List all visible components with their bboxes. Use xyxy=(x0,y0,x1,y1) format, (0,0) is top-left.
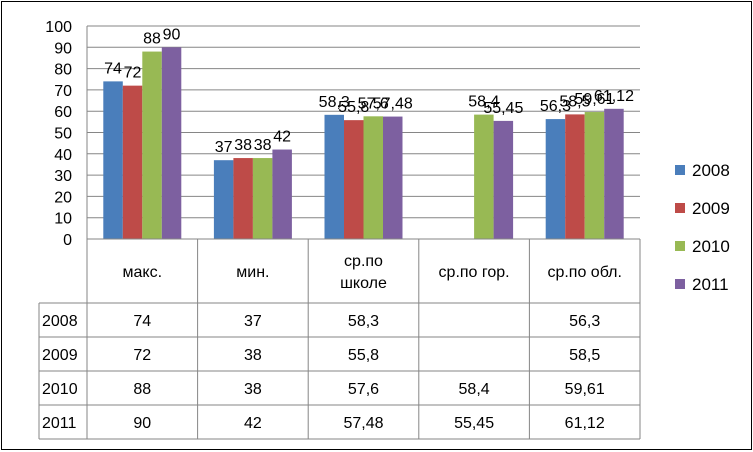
table-cell: 38 xyxy=(244,381,262,398)
table-cell: 57,48 xyxy=(343,415,383,432)
table-row-header: 2009 xyxy=(42,347,78,364)
table-cell: 42 xyxy=(244,415,262,432)
data-label: 58,5 xyxy=(559,93,590,110)
bar-2010 xyxy=(474,114,494,239)
data-label: 74 xyxy=(104,60,122,77)
table-row-header: 2010 xyxy=(42,381,78,398)
bar-2011 xyxy=(604,108,624,240)
data-label: 58,4 xyxy=(468,94,499,111)
data-label: 37 xyxy=(215,139,233,156)
y-tick-label: 50 xyxy=(54,126,72,143)
bar-2010 xyxy=(363,116,383,239)
bar-2009 xyxy=(122,85,143,239)
bar-2010 xyxy=(584,112,605,239)
category-label: ср.по гор. xyxy=(439,264,510,281)
legend-swatch-2010 xyxy=(675,241,685,251)
data-label: 38 xyxy=(254,137,272,154)
category-label: школе xyxy=(340,275,387,292)
data-label: 38 xyxy=(234,137,252,154)
category-label: ср.по xyxy=(344,253,383,270)
data-label: 57,48 xyxy=(373,96,413,113)
data-label: 56,3 xyxy=(540,98,571,115)
bar-2008 xyxy=(213,160,234,239)
table-cell: 61,12 xyxy=(565,415,605,432)
data-label: 72 xyxy=(124,65,142,82)
y-tick-label: 60 xyxy=(54,104,72,121)
data-label: 55,45 xyxy=(483,100,523,117)
bar-2011 xyxy=(383,116,403,239)
table-row-header: 2011 xyxy=(42,415,77,432)
bar-2011 xyxy=(161,47,182,239)
y-tick-label: 40 xyxy=(54,147,72,164)
bar-2009 xyxy=(233,158,253,239)
y-tick-label: 90 xyxy=(54,40,72,57)
data-label: 42 xyxy=(273,129,291,146)
table-row-header: 2008 xyxy=(42,313,78,330)
legend-label: 2009 xyxy=(692,199,730,218)
legend-swatch-2008 xyxy=(675,165,685,175)
bar-2008 xyxy=(103,81,123,239)
y-tick-label: 20 xyxy=(54,189,72,206)
y-tick-label: 100 xyxy=(45,19,72,36)
y-tick-label: 10 xyxy=(54,211,72,228)
y-tick-label: 70 xyxy=(54,83,72,100)
table-cell: 58,3 xyxy=(348,313,379,330)
table-cell: 88 xyxy=(133,381,151,398)
category-label: мин. xyxy=(236,264,269,281)
table-cell: 57,6 xyxy=(348,381,379,398)
y-tick-label: 80 xyxy=(54,62,72,79)
legend-label: 2008 xyxy=(692,161,730,180)
table-cell: 72 xyxy=(133,347,151,364)
legend-label: 2010 xyxy=(692,237,730,256)
legend-swatch-2009 xyxy=(675,203,685,213)
bar-2010 xyxy=(142,51,162,240)
table-cell: 74 xyxy=(133,313,151,330)
data-label: 88 xyxy=(143,31,161,48)
legend-swatch-2011 xyxy=(675,279,685,289)
table-cell: 38 xyxy=(244,347,262,364)
data-label: 58,3 xyxy=(319,94,350,111)
bar-2011 xyxy=(272,149,292,239)
table-cell: 90 xyxy=(133,415,151,432)
bar-2010 xyxy=(252,158,273,239)
bar-2009 xyxy=(565,114,585,239)
category-label: ср.по обл. xyxy=(547,264,621,281)
table-cell: 55,8 xyxy=(348,347,379,364)
data-label: 59,61 xyxy=(574,91,614,108)
bar-2011 xyxy=(493,120,514,239)
table-cell: 37 xyxy=(244,313,262,330)
data-label: 61,12 xyxy=(594,88,634,105)
data-label: 57,6 xyxy=(358,95,389,112)
y-tick-label: 0 xyxy=(63,232,72,249)
table-cell: 56,3 xyxy=(569,313,600,330)
data-label: 90 xyxy=(163,26,181,43)
table-cell: 58,5 xyxy=(569,347,600,364)
bar-2008 xyxy=(545,119,566,239)
bar-2009 xyxy=(344,120,364,239)
data-label: 55,8 xyxy=(338,99,369,116)
y-tick-label: 30 xyxy=(54,168,72,185)
table-cell: 58,4 xyxy=(459,381,490,398)
table-cell: 59,61 xyxy=(565,381,605,398)
bar-2008 xyxy=(324,114,344,239)
category-label: макс. xyxy=(123,264,163,281)
table-cell: 55,45 xyxy=(454,415,494,432)
legend-label: 2011 xyxy=(692,275,729,294)
